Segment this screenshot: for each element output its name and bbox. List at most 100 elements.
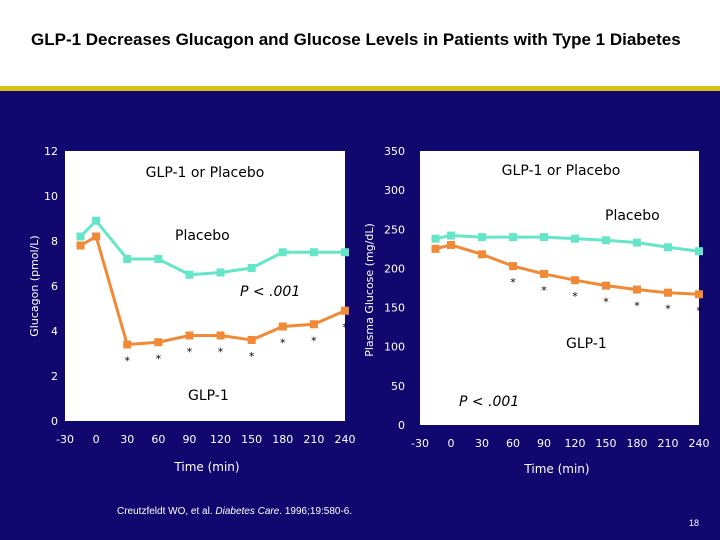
glucose-placebo-point: [633, 238, 641, 247]
glucagon-placebo-series-label: Placebo: [175, 228, 230, 244]
citation-journal: Diabetes Care: [215, 506, 280, 517]
glucagon-glp-1-significance-marker: *: [124, 355, 130, 368]
glucagon-placebo-point: [123, 255, 132, 263]
glucagon-y-axis-label: Glucagon (pmol/L): [28, 235, 41, 336]
glucose-chart: 0 50 100 150 200 250 300 350 -30 0 30 60 90 120 150 18…: [363, 145, 710, 476]
glucagon-y-tick-label: 2: [51, 370, 58, 383]
glucagon-x-tick-label: 60: [151, 433, 165, 446]
glucose-placebo-point: [447, 231, 455, 240]
glucose-x-tick-label: 180: [627, 437, 648, 450]
glucagon-placebo-line: [79, 218, 345, 277]
glucagon-placebo-point: [247, 264, 256, 272]
glucagon-placebo-point: [92, 216, 101, 225]
glucagon-p-value: P < .001: [240, 284, 300, 300]
glucagon-x-tick-label: 240: [335, 433, 356, 446]
glucagon-glp-1-point: [341, 306, 349, 315]
glucose-glp-1-significance-marker: *: [510, 276, 516, 289]
glucose-placebo-line: [435, 234, 700, 253]
glucagon-x-tick-label: -30: [56, 433, 74, 446]
glucose-glp-1-point: [633, 285, 641, 294]
glucose-glp-1-point: [431, 244, 440, 253]
glucose-x-tick-label: 120: [565, 437, 586, 450]
glucose-y-tick-label: 0: [398, 419, 405, 432]
glucagon-glp-1-significance-marker: *: [249, 350, 255, 363]
glucagon-y-tick-label: 12: [44, 145, 58, 158]
glucagon-glp-1-point: [216, 331, 225, 340]
glucose-placebo-point: [695, 247, 703, 256]
glucose-glp-1-significance-marker: *: [665, 303, 671, 316]
glucagon-plot-area: [65, 151, 345, 421]
glucose-p-value: P < .001: [459, 394, 519, 410]
glucose-glp-1-point: [602, 281, 610, 290]
glucose-placebo-point: [478, 233, 486, 242]
glucose-glp-1-point: [509, 262, 517, 271]
glucose-y-tick-label: 200: [384, 262, 405, 275]
glucagon-placebo-point: [216, 268, 225, 277]
glucose-x-tick-label: 90: [537, 437, 551, 450]
glucose-x-tick-label: 30: [475, 437, 489, 450]
glucose-glp-1-significance-marker: *: [541, 284, 547, 297]
glucagon-x-tick-label: 210: [303, 433, 324, 446]
glucose-x-tick-label: 210: [658, 437, 679, 450]
glucose-y-tick-label: 250: [384, 223, 405, 236]
glucagon-glp-1-line: [79, 234, 346, 347]
glucose-y-tick-label: 300: [384, 184, 405, 197]
glucose-placebo-point: [664, 243, 672, 252]
glucagon-x-tick-label: 90: [182, 433, 196, 446]
glucose-placebo-point: [571, 234, 579, 243]
title-divider: [0, 86, 720, 91]
glucose-glp-1-series-label: GLP-1: [566, 336, 607, 352]
glucagon-glp-1-series-label: GLP-1: [188, 388, 229, 404]
glucagon-glp-1-point: [76, 241, 85, 250]
glucagon-y-tick-label: 8: [51, 235, 58, 248]
glucose-x-tick-label: 60: [506, 437, 520, 450]
glucagon-x-tick-label: 0: [93, 433, 100, 446]
glucose-placebo-point: [509, 233, 517, 242]
citation: Creutzfeldt WO, et al. Diabetes Care. 19…: [117, 506, 352, 517]
glucose-y-axis-label: Plasma Glucose (mg/dL): [363, 223, 376, 357]
glucose-glp-1-point: [478, 250, 486, 259]
glucose-y-tick-label: 150: [384, 302, 405, 315]
glucagon-x-tick-label: 30: [120, 433, 134, 446]
glucose-placebo-series-label: Placebo: [605, 208, 660, 224]
glucose-glp-1-line: [435, 243, 700, 296]
glucagon-placebo-point: [154, 255, 163, 263]
glucose-glp-1-significance-marker: *: [696, 304, 702, 317]
glucose-x-tick-label: -30: [411, 437, 429, 450]
glucagon-x-tick-label: 150: [241, 433, 262, 446]
glucagon-placebo-point: [309, 248, 318, 257]
glucose-glp-1-significance-marker: *: [572, 290, 578, 303]
glucagon-placebo-point: [76, 232, 85, 241]
glucagon-chart: 0 2 4 6 8 10 12 -30 0 30 60 90 120 150 180 210 240 Plac…: [28, 145, 356, 474]
glucose-glp-1-point: [447, 240, 455, 249]
glucose-y-tick-label: 350: [384, 145, 405, 158]
glucagon-glp-1-point: [309, 320, 318, 329]
glucose-placebo-point: [602, 236, 610, 245]
glucagon-glp-1-significance-marker: *: [280, 337, 286, 350]
glucagon-x-axis-label: Time (min): [173, 460, 239, 474]
glucagon-glp-1-point: [123, 340, 132, 349]
citation-details: . 1996;19:580-6.: [279, 506, 353, 517]
glucagon-placebo-point: [341, 248, 349, 257]
glucagon-glp-1-point: [185, 331, 194, 340]
glucose-glp-1-point: [695, 290, 703, 299]
glucose-x-tick-label: 150: [596, 437, 617, 450]
glucose-glp-1-point: [664, 288, 672, 297]
glucagon-glp-1-point: [154, 338, 163, 347]
page-number: 18: [689, 518, 700, 528]
glucagon-x-tick-label: 120: [210, 433, 231, 446]
glucagon-chart-title: GLP-1 or Placebo: [146, 165, 265, 181]
glucagon-y-tick-label: 10: [44, 190, 58, 203]
glucose-placebo-point: [431, 234, 440, 243]
glucose-x-tick-label: 0: [448, 437, 455, 450]
glucagon-glp-1-point: [247, 336, 256, 344]
glucagon-y-tick-label: 0: [51, 415, 58, 428]
glucose-placebo-point: [540, 233, 548, 242]
glucagon-glp-1-point: [92, 232, 101, 241]
slide-title: GLP-1 Decreases Glucagon and Glucose Lev…: [31, 30, 681, 49]
glucagon-placebo-point: [185, 270, 194, 279]
glucagon-glp-1-significance-marker: *: [156, 352, 162, 365]
glucagon-x-tick-label: 180: [272, 433, 293, 446]
glucagon-glp-1-point: [278, 322, 287, 331]
